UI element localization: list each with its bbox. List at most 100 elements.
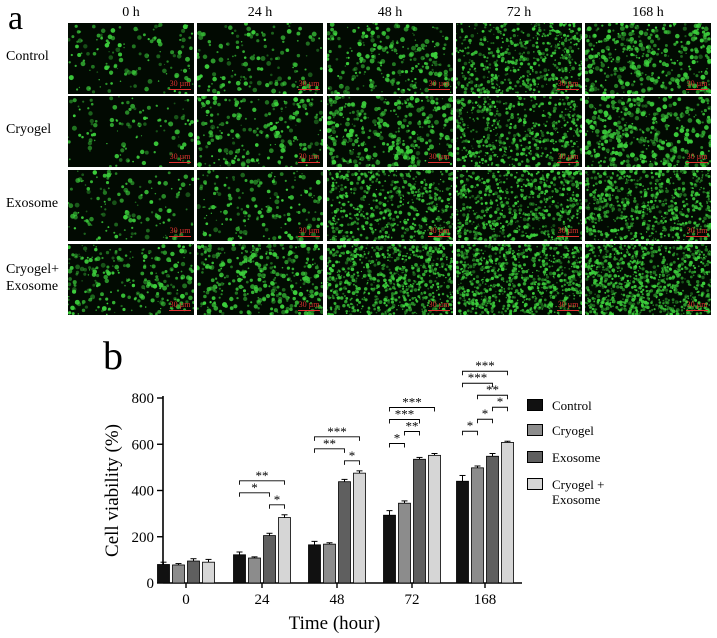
micrograph: 30 µm	[456, 244, 582, 315]
scale-bar-line	[428, 162, 450, 163]
significance-bracket	[477, 394, 508, 400]
scale-bar-label: 30 µm	[686, 152, 708, 161]
micrograph: 30 µm	[456, 170, 582, 241]
fluorescence-image	[585, 244, 711, 315]
bar	[172, 564, 185, 584]
fluorescence-image	[197, 96, 323, 167]
bar	[501, 442, 514, 584]
micrograph: 30 µm	[197, 244, 323, 315]
fluorescence-image	[327, 244, 453, 315]
fluorescence-image	[456, 96, 582, 167]
scale-bar-line	[686, 236, 708, 237]
scale-bar-line	[169, 89, 191, 90]
fluorescence-image	[197, 170, 323, 241]
scale-bar: 30 µm	[686, 153, 708, 163]
scale-bar-label: 30 µm	[169, 79, 191, 88]
x-tick-label: 24	[255, 592, 271, 608]
micrograph: 30 µm	[197, 96, 323, 167]
significance-label: ***	[468, 370, 488, 385]
fluorescence-image	[68, 23, 194, 94]
bar	[353, 472, 366, 584]
micrograph: 30 µm	[327, 96, 453, 167]
scale-bar: 30 µm	[169, 80, 191, 90]
row-label-line: Exosome	[6, 196, 59, 211]
fluorescence-image	[68, 244, 194, 315]
micrograph: 30 µm	[585, 244, 711, 315]
panel-b-letter: b	[103, 333, 123, 378]
scale-bar-line	[686, 310, 708, 311]
micrograph: 30 µm	[585, 170, 711, 241]
legend-swatch	[527, 399, 543, 411]
fluorescence-image	[68, 96, 194, 167]
significance-label: ***	[395, 407, 415, 422]
scale-bar: 30 µm	[169, 153, 191, 163]
bar	[486, 455, 499, 584]
scale-bar: 30 µm	[428, 301, 450, 311]
scale-bar-line	[169, 310, 191, 311]
legend-label: Control	[552, 398, 592, 413]
fluorescence-image	[456, 23, 582, 94]
bar	[398, 502, 411, 584]
significance-label: ***	[475, 358, 495, 373]
scale-bar-label: 30 µm	[686, 226, 708, 235]
fluorescence-image	[585, 170, 711, 241]
scale-bar-line	[169, 162, 191, 163]
scale-bar: 30 µm	[298, 227, 320, 237]
bar	[338, 481, 351, 584]
bar	[157, 564, 170, 584]
row-label-line: Exosome	[6, 278, 59, 294]
y-tick-label: 0	[147, 576, 155, 592]
bar	[308, 544, 321, 584]
fluorescence-image	[197, 23, 323, 94]
scale-bar-label: 30 µm	[686, 300, 708, 309]
bar	[187, 560, 200, 584]
micrograph: 30 µm	[327, 244, 453, 315]
scale-bar-label: 30 µm	[298, 226, 320, 235]
column-label: 0 h	[122, 5, 140, 20]
y-tick-label: 200	[132, 530, 155, 546]
fluorescence-image	[456, 170, 582, 241]
scale-bar: 30 µm	[428, 227, 450, 237]
scale-bar-line	[169, 236, 191, 237]
column-label: 168 h	[632, 5, 664, 20]
y-tick-label: 600	[132, 437, 155, 453]
fluorescence-image	[456, 244, 582, 315]
row-label: Control	[6, 48, 49, 65]
significance-bracket	[389, 419, 420, 424]
bar	[263, 535, 276, 584]
scale-bar-label: 30 µm	[557, 152, 579, 161]
scale-bar: 30 µm	[686, 227, 708, 237]
bar	[202, 561, 215, 584]
bar	[456, 480, 469, 584]
scale-bar-line	[557, 236, 579, 237]
significance-bracket	[239, 480, 285, 485]
bar	[323, 543, 336, 584]
scale-bar-label: 30 µm	[428, 226, 450, 235]
scale-bar: 30 µm	[298, 153, 320, 163]
scale-bar-label: 30 µm	[686, 79, 708, 88]
fluorescence-image	[585, 23, 711, 94]
significance-label: *	[467, 418, 474, 433]
significance-bracket	[492, 406, 508, 412]
micrograph: 30 µm	[68, 170, 194, 241]
micrograph: 30 µm	[585, 96, 711, 167]
micrograph: 30 µm	[327, 170, 453, 241]
significance-label: *	[482, 406, 489, 421]
scale-bar-line	[298, 310, 320, 311]
significance-label: *	[497, 394, 504, 409]
scale-bar-label: 30 µm	[298, 300, 320, 309]
significance-bracket	[389, 443, 405, 448]
scale-bar: 30 µm	[686, 301, 708, 311]
row-label-line: Cryogel	[6, 122, 52, 137]
scale-bar-line	[557, 162, 579, 163]
column-label: 72 h	[506, 5, 532, 20]
x-tick-label: 48	[330, 592, 345, 608]
significance-label: **	[323, 436, 336, 451]
significance-label: ***	[327, 424, 347, 439]
fluorescence-image	[327, 96, 453, 167]
significance-bracket	[239, 492, 270, 497]
scale-bar: 30 µm	[557, 227, 579, 237]
bar	[278, 517, 291, 584]
scale-bar-label: 30 µm	[298, 79, 320, 88]
scale-bar-label: 30 µm	[557, 79, 579, 88]
